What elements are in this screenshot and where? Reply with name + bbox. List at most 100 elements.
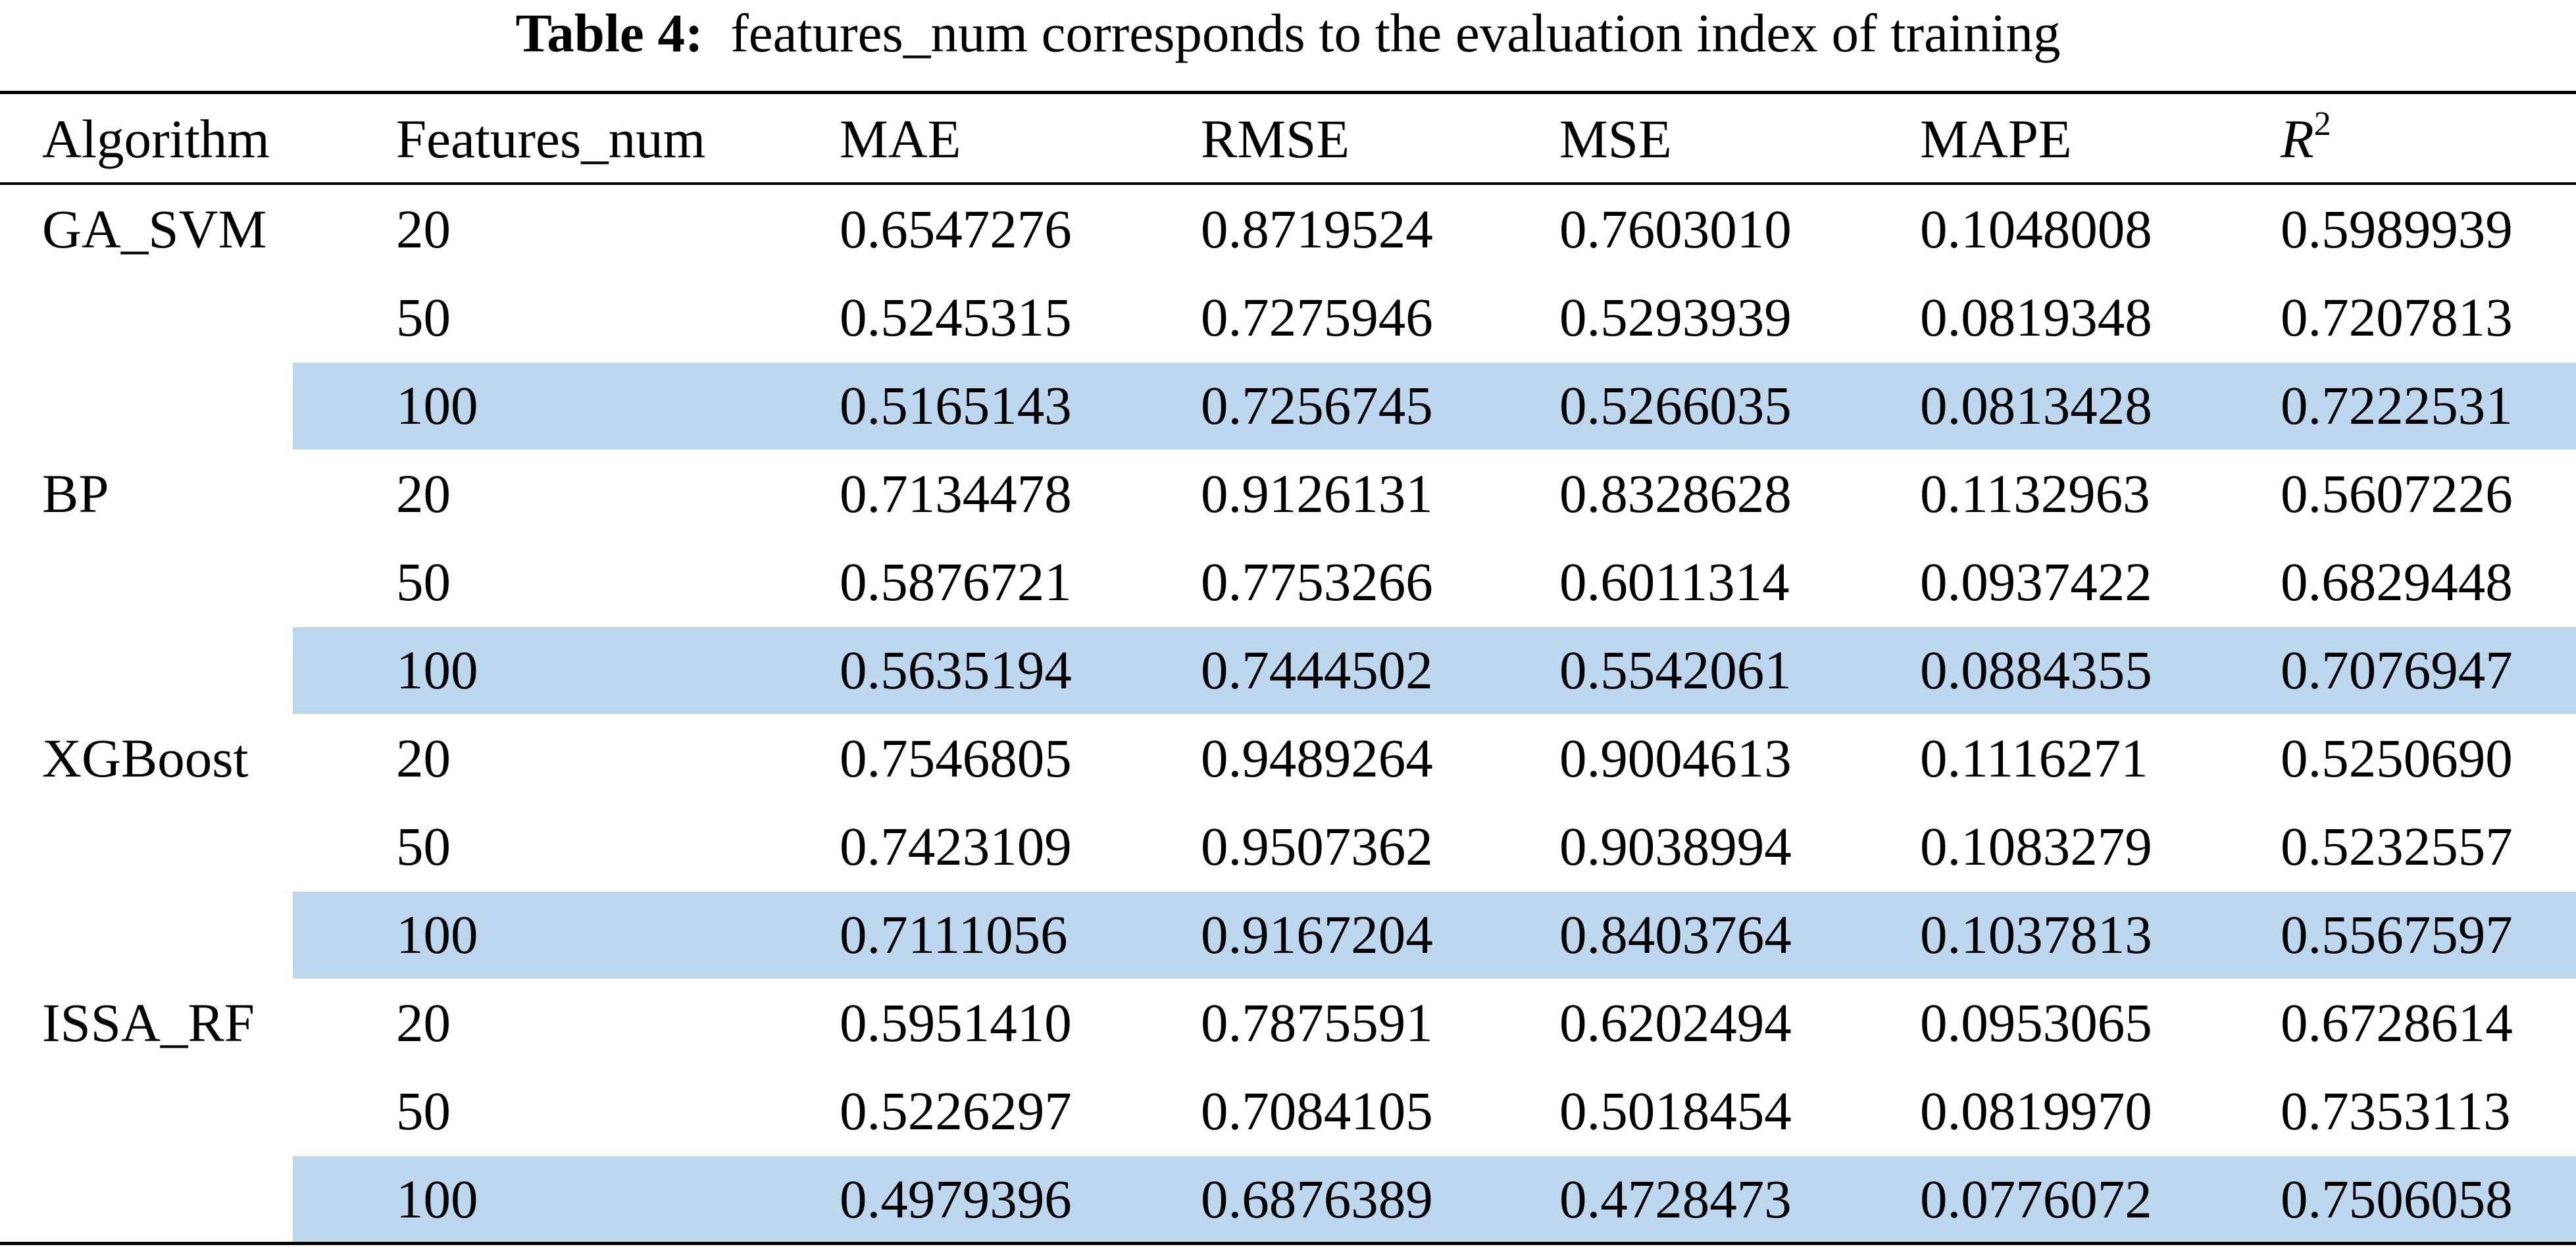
table-header-row: Algorithm Features_num MAE RMSE MSE MAPE… bbox=[0, 94, 2576, 182]
mape-cell: 0.0937422 bbox=[1920, 551, 2152, 612]
r2-cell: 0.5607226 bbox=[2281, 463, 2513, 524]
r2-superscript: 2 bbox=[2313, 105, 2331, 143]
mae-cell: 0.5876721 bbox=[840, 551, 1072, 612]
mae-cell: 0.5226297 bbox=[840, 1081, 1072, 1141]
rmse-cell: 0.9489264 bbox=[1201, 728, 1433, 788]
r2-cell: 0.6728614 bbox=[2281, 992, 2513, 1053]
rmse-cell: 0.7084105 bbox=[1201, 1081, 1433, 1141]
mae-cell: 0.7134478 bbox=[840, 463, 1072, 524]
mape-cell: 0.0953065 bbox=[1920, 992, 2152, 1053]
features-cell: 100 bbox=[396, 375, 478, 436]
features-cell: 100 bbox=[396, 640, 478, 700]
features-cell: 100 bbox=[396, 904, 478, 965]
rmse-cell: 0.8719524 bbox=[1201, 199, 1433, 259]
mae-cell: 0.5951410 bbox=[840, 992, 1072, 1053]
header-mse: MSE bbox=[1559, 109, 1672, 169]
mse-cell: 0.8403764 bbox=[1559, 904, 1792, 965]
table-row: 100 0.4979396 0.6876389 0.4728473 0.0776072 0… bbox=[0, 1155, 2576, 1243]
mse-cell: 0.6202494 bbox=[1559, 992, 1792, 1053]
features-cell: 50 bbox=[396, 816, 451, 877]
header-rmse: RMSE bbox=[1201, 109, 1350, 169]
rmse-cell: 0.7256745 bbox=[1201, 375, 1433, 436]
header-r-squared: R2 bbox=[2281, 94, 2331, 184]
algorithm-cell: XGBoost bbox=[42, 728, 249, 788]
features-cell: 50 bbox=[396, 1081, 451, 1141]
mape-cell: 0.0819348 bbox=[1920, 287, 2152, 347]
r2-cell: 0.5250690 bbox=[2281, 728, 2513, 788]
mse-cell: 0.5542061 bbox=[1559, 640, 1792, 700]
algorithm-cell: GA_SVM bbox=[42, 199, 267, 259]
table-row: 100 0.7111056 0.9167204 0.8403764 0.1037813 0… bbox=[0, 890, 2576, 979]
table-row: GA_SVM 20 0.6547276 0.8719524 0.7603010 0.104… bbox=[0, 185, 2576, 273]
table-row: 50 0.5245315 0.7275946 0.5293939 0.0819348 0.… bbox=[0, 273, 2576, 361]
features-cell: 20 bbox=[396, 199, 451, 259]
rmse-cell: 0.7275946 bbox=[1201, 287, 1433, 347]
features-cell: 20 bbox=[396, 728, 451, 788]
table-caption: Table 4: features_num corresponds to the… bbox=[0, 0, 2576, 66]
mse-cell: 0.4728473 bbox=[1559, 1169, 1792, 1229]
mae-cell: 0.7423109 bbox=[840, 816, 1072, 877]
mae-cell: 0.7546805 bbox=[840, 728, 1072, 788]
mae-cell: 0.7111056 bbox=[840, 904, 1068, 965]
features-cell: 50 bbox=[396, 287, 451, 347]
mape-cell: 0.1037813 bbox=[1920, 904, 2152, 965]
mae-cell: 0.5165143 bbox=[840, 375, 1072, 436]
table-row: 100 0.5165143 0.7256745 0.5266035 0.0813428 0… bbox=[0, 361, 2576, 449]
mse-cell: 0.7603010 bbox=[1559, 199, 1792, 259]
header-mae: MAE bbox=[840, 109, 961, 169]
r2-cell: 0.6829448 bbox=[2281, 551, 2513, 612]
rmse-cell: 0.6876389 bbox=[1201, 1169, 1433, 1229]
mape-cell: 0.0819970 bbox=[1920, 1081, 2152, 1141]
table-row: XGBoost 20 0.7546805 0.9489264 0.9004613 0.11… bbox=[0, 714, 2576, 802]
features-cell: 50 bbox=[396, 551, 451, 612]
mse-cell: 0.9004613 bbox=[1559, 728, 1792, 788]
table-row: ISSA_RF 20 0.5951410 0.7875591 0.6202494 0.09… bbox=[0, 979, 2576, 1067]
table-row: 50 0.7423109 0.9507362 0.9038994 0.1083279 0.… bbox=[0, 802, 2576, 890]
mape-cell: 0.1132963 bbox=[1920, 463, 2150, 524]
mae-cell: 0.5635194 bbox=[840, 640, 1072, 700]
mape-cell: 0.1116271 bbox=[1920, 728, 2148, 788]
rmse-cell: 0.9167204 bbox=[1201, 904, 1433, 965]
mse-cell: 0.5293939 bbox=[1559, 287, 1792, 347]
table-row: 50 0.5226297 0.7084105 0.5018454 0.0819970 0.… bbox=[0, 1067, 2576, 1155]
mse-cell: 0.8328628 bbox=[1559, 463, 1792, 524]
mse-cell: 0.6011314 bbox=[1559, 551, 1790, 612]
mape-cell: 0.1083279 bbox=[1920, 816, 2152, 877]
header-algorithm: Algorithm bbox=[42, 109, 270, 169]
features-cell: 20 bbox=[396, 463, 451, 524]
mape-cell: 0.0776072 bbox=[1920, 1169, 2152, 1229]
header-features-num: Features_num bbox=[396, 109, 706, 169]
r2-cell: 0.7353113 bbox=[2281, 1081, 2511, 1141]
caption-text: features_num corresponds to the evaluati… bbox=[730, 3, 2061, 63]
r2-cell: 0.5232557 bbox=[2281, 816, 2513, 877]
rmse-cell: 0.7875591 bbox=[1201, 992, 1433, 1053]
rmse-cell: 0.7444502 bbox=[1201, 640, 1433, 700]
algorithm-cell: ISSA_RF bbox=[42, 992, 255, 1053]
r2-cell: 0.7506058 bbox=[2281, 1169, 2513, 1229]
caption-label: Table 4: bbox=[515, 3, 703, 63]
r2-cell: 0.5989939 bbox=[2281, 199, 2513, 259]
features-cell: 100 bbox=[396, 1169, 478, 1229]
top-rule bbox=[0, 91, 2576, 94]
features-cell: 20 bbox=[396, 992, 451, 1053]
r2-cell: 0.7222531 bbox=[2281, 375, 2513, 436]
mse-cell: 0.9038994 bbox=[1559, 816, 1792, 877]
mae-cell: 0.5245315 bbox=[840, 287, 1072, 347]
header-mape: MAPE bbox=[1920, 109, 2072, 169]
mae-cell: 0.4979396 bbox=[840, 1169, 1072, 1229]
mape-cell: 0.0884355 bbox=[1920, 640, 2152, 700]
bottom-rule bbox=[0, 1242, 2576, 1245]
r2-cell: 0.7076947 bbox=[2281, 640, 2513, 700]
table-row: BP 20 0.7134478 0.9126131 0.8328628 0.1132963… bbox=[0, 449, 2576, 538]
algorithm-cell: BP bbox=[42, 463, 109, 524]
r2-letter: R bbox=[2281, 109, 2314, 169]
mse-cell: 0.5266035 bbox=[1559, 375, 1792, 436]
mae-cell: 0.6547276 bbox=[840, 199, 1072, 259]
header-rule bbox=[0, 182, 2576, 185]
mape-cell: 0.1048008 bbox=[1920, 199, 2152, 259]
table-row: 50 0.5876721 0.7753266 0.6011314 0.0937422 0.… bbox=[0, 538, 2576, 626]
table-row: 100 0.5635194 0.7444502 0.5542061 0.0884355 0… bbox=[0, 626, 2576, 714]
mse-cell: 0.5018454 bbox=[1559, 1081, 1792, 1141]
r2-cell: 0.7207813 bbox=[2281, 287, 2513, 347]
rmse-cell: 0.9126131 bbox=[1201, 463, 1433, 524]
